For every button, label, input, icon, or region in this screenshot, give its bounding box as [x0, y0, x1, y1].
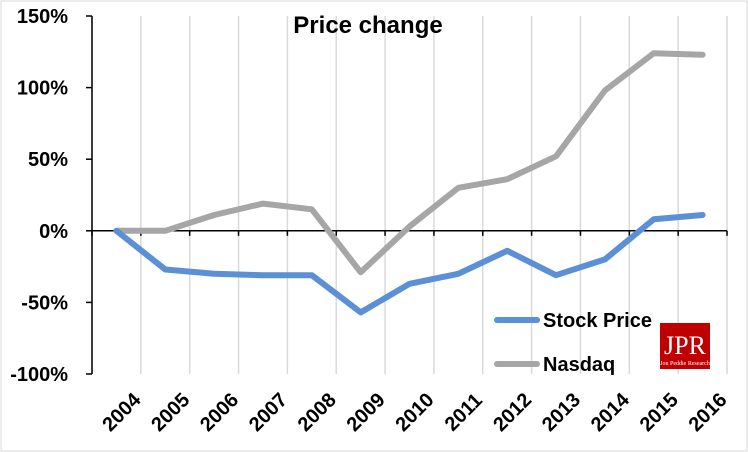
y-tick-label: -100% — [10, 364, 68, 386]
legend: Stock Price Nasdaq — [494, 310, 652, 376]
y-axis-tick-labels: 150% 100% 50% 0% -50% -100% — [10, 6, 68, 386]
chart-title: Price change — [293, 12, 442, 39]
axes — [86, 15, 728, 375]
y-tick-label: 50% — [28, 149, 68, 171]
y-tick-label: 0% — [39, 221, 68, 243]
stock-price-series-line — [113, 212, 706, 316]
stock-price-legend-label: Stock Price — [543, 310, 652, 332]
nasdaq-legend-label: Nasdaq — [543, 354, 615, 376]
nasdaq-series-line — [113, 50, 706, 276]
y-tick-label: -50% — [21, 292, 68, 314]
y-tick-label: 100% — [17, 78, 68, 100]
jpr-logo-subtext: Jon Peddie Research — [660, 361, 710, 367]
y-tick-label: 150% — [17, 6, 68, 28]
jpr-logo: JPR Jon Peddie Research — [660, 323, 710, 369]
series-lines — [113, 50, 706, 316]
jpr-logo-text: JPR — [664, 331, 707, 360]
jpr-logo-background — [660, 323, 710, 369]
